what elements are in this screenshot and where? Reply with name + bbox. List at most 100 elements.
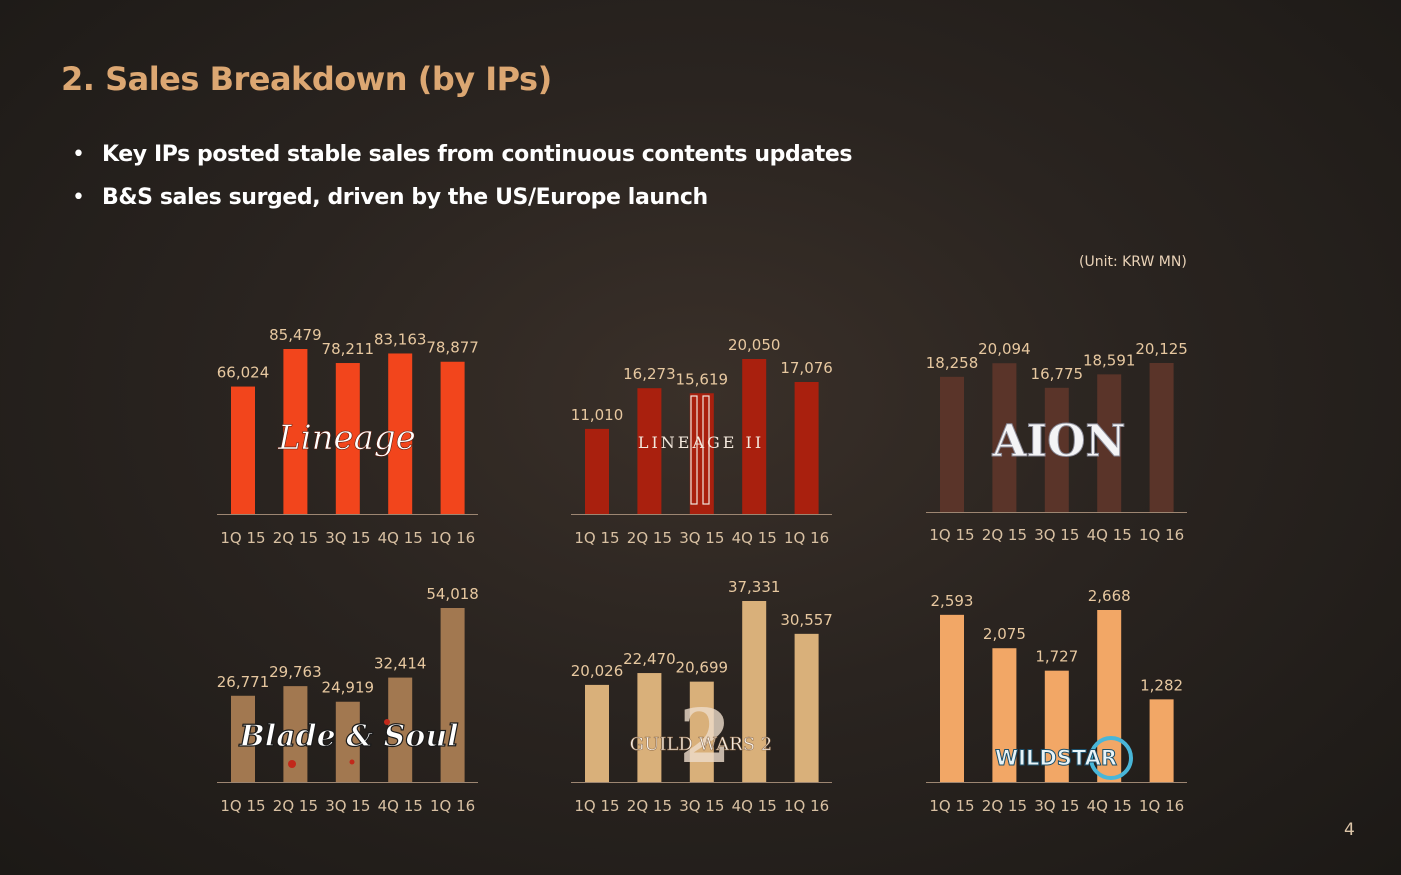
bar — [637, 673, 662, 782]
bar — [794, 381, 819, 514]
svg-text:GUILD WARS 2: GUILD WARS 2 — [630, 734, 772, 755]
bar — [992, 363, 1017, 512]
bar — [794, 633, 819, 782]
tick-label: 4Q 15 — [732, 529, 777, 547]
tick-label: 2Q 15 — [627, 529, 672, 547]
tick-label: 3Q 15 — [1034, 526, 1079, 544]
data-label: 1,727 — [1035, 648, 1078, 666]
data-label: 32,414 — [374, 655, 427, 673]
svg-text:AION: AION — [991, 416, 1125, 467]
tick-label: 4Q 15 — [1087, 797, 1132, 815]
bar — [335, 363, 360, 514]
data-label: 20,125 — [1135, 340, 1188, 358]
bar — [231, 386, 255, 514]
bar — [1097, 610, 1122, 782]
bar — [1044, 670, 1069, 782]
data-label: 30,557 — [780, 611, 833, 629]
tick-label: 2Q 15 — [982, 526, 1027, 544]
bullet-icon: • — [72, 185, 85, 210]
data-label: 78,211 — [322, 340, 375, 358]
unit-label: (Unit: KRW MN) — [1079, 254, 1187, 270]
bullet-item: • B&S sales surged, driven by the US/Euro… — [72, 182, 852, 225]
bar — [1097, 374, 1122, 512]
bar — [742, 601, 767, 782]
bar — [335, 701, 360, 782]
bar — [940, 614, 964, 782]
tick-label: 3Q 15 — [1034, 797, 1079, 815]
data-label: 85,479 — [269, 326, 322, 344]
aion-logo: AION — [991, 416, 1126, 468]
bar — [992, 648, 1017, 782]
bar — [637, 388, 662, 514]
data-label: 2,593 — [931, 592, 974, 610]
bullet-list: • Key IPs posted stable sales from contin… — [72, 139, 853, 225]
bar — [689, 393, 714, 514]
lineage-logo: Lineage — [277, 418, 416, 459]
data-label: 1,282 — [1140, 676, 1183, 694]
data-label: 29,763 — [269, 663, 322, 681]
bar-chart: 2,593 1Q 15 2,075 2Q 15 1,727 3Q 15 2,668 4Q 15… — [926, 587, 1187, 815]
tick-label: 1Q 15 — [220, 797, 265, 815]
bar — [231, 695, 255, 782]
data-label: 2,075 — [983, 625, 1026, 643]
lineage2-logo: LINEAGE II — [638, 395, 761, 505]
bar — [742, 359, 767, 514]
data-label: 18,258 — [926, 354, 979, 372]
tick-label: 2Q 15 — [627, 797, 672, 815]
tick-label: 3Q 15 — [325, 529, 370, 547]
tick-label: 3Q 15 — [679, 797, 724, 815]
data-label: 20,026 — [571, 662, 624, 680]
bar — [585, 428, 609, 514]
bar-chart: 66,024 1Q 15 85,479 2Q 15 78,211 3Q 15 83,163 4… — [217, 326, 479, 547]
svg-text:WILDSTAR: WILDSTAR — [995, 746, 1117, 770]
bar — [283, 349, 308, 514]
data-label: 16,273 — [623, 365, 676, 383]
data-label: 54,018 — [426, 585, 479, 603]
data-label: 24,919 — [322, 679, 375, 697]
bar-chart: 20,026 1Q 15 22,470 2Q 15 20,699 3Q 15 37,331 4… — [571, 578, 833, 815]
data-label: 11,010 — [571, 406, 624, 424]
svg-text:2: 2 — [679, 694, 731, 780]
data-label: 2,668 — [1088, 587, 1131, 605]
blade-and-soul-logo: Blade & Soul — [238, 718, 459, 768]
bullet-text: Key IPs posted stable sales from continu… — [102, 142, 853, 167]
tick-label: 1Q 16 — [430, 529, 475, 547]
data-label: 18,591 — [1083, 351, 1136, 369]
data-label: 83,163 — [374, 330, 427, 348]
bar — [440, 608, 465, 782]
data-label: 78,877 — [426, 339, 479, 357]
wildstar-logo: WILDSTAR — [994, 736, 1133, 780]
data-label: 20,050 — [728, 336, 781, 354]
tick-label: 3Q 15 — [679, 529, 724, 547]
tick-label: 4Q 15 — [378, 797, 423, 815]
svg-text:Blade & Soul: Blade & Soul — [238, 719, 458, 754]
tick-label: 3Q 15 — [325, 797, 370, 815]
bar-chart: 11,010 1Q 15 16,273 2Q 15 15,619 3Q 15 20,050 4… — [571, 336, 833, 547]
data-label: 20,094 — [978, 340, 1031, 358]
data-label: 66,024 — [217, 364, 270, 382]
page-number: 4 — [1344, 820, 1355, 840]
bar-chart: 18,258 1Q 15 20,094 2Q 15 16,775 3Q 15 18,591 4… — [926, 340, 1188, 544]
tick-label: 1Q 15 — [574, 529, 619, 547]
data-label: 16,775 — [1031, 365, 1084, 383]
tick-label: 1Q 16 — [1139, 797, 1184, 815]
tick-label: 4Q 15 — [378, 529, 423, 547]
bar — [1149, 699, 1174, 782]
tick-label: 1Q 15 — [929, 526, 974, 544]
tick-label: 1Q 16 — [784, 529, 829, 547]
bar — [440, 361, 465, 514]
bar-chart: 26,771 1Q 15 29,763 2Q 15 24,919 3Q 15 32,414 4… — [217, 585, 479, 815]
data-label: 15,619 — [676, 370, 729, 388]
data-label: 22,470 — [623, 650, 676, 668]
data-label: 37,331 — [728, 578, 781, 596]
bar — [1044, 387, 1069, 512]
bar — [1149, 363, 1174, 512]
tick-label: 1Q 15 — [929, 797, 974, 815]
tick-label: 4Q 15 — [1087, 526, 1132, 544]
bar — [388, 677, 413, 782]
tick-label: 1Q 16 — [1139, 526, 1184, 544]
data-label: 26,771 — [217, 673, 270, 691]
tick-label: 4Q 15 — [732, 797, 777, 815]
